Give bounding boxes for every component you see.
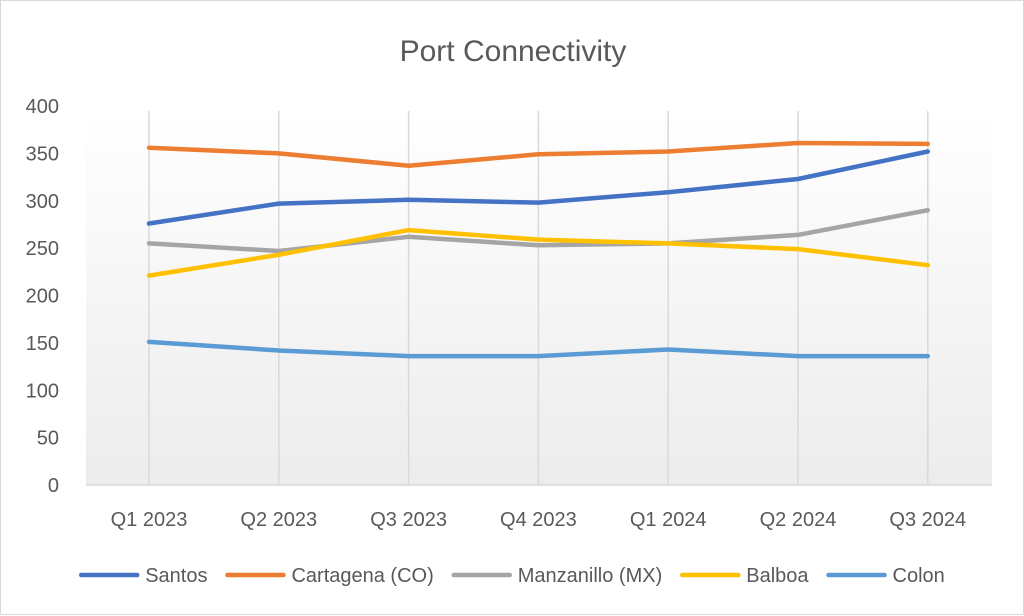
legend-label: Manzanillo (MX): [518, 565, 662, 587]
series-line-balboa: [146, 227, 931, 278]
legend: Santos Cartagena (CO) Manzanillo (MX) Balbo…: [78, 565, 945, 587]
y-tick-label: 350: [26, 143, 59, 165]
x-tick-label: Q3 2023: [370, 509, 447, 531]
chart-title: Port Connectivity: [400, 35, 627, 68]
x-tick-label: Q1 2024: [630, 509, 707, 531]
axes: 0 50 100 150 200 250 300 350 400 Q1 2023 Q2 2023 Q3…: [26, 96, 992, 531]
legend-label: Cartagena (CO): [291, 565, 433, 587]
x-tick-label: Q4 2023: [500, 509, 577, 531]
series-line-manzanillo-mx: [146, 207, 931, 254]
x-tick-label: Q1 2023: [111, 509, 188, 531]
series-line-colon: [146, 339, 931, 359]
y-tick-label: 50: [37, 428, 59, 450]
y-tick-label: 150: [26, 333, 59, 355]
y-tick-label: 300: [26, 191, 59, 213]
y-tick-label: 400: [26, 96, 59, 118]
legend-label: Balboa: [746, 565, 809, 587]
y-tick-label: 0: [48, 475, 59, 497]
legend-label: Colon: [893, 565, 945, 587]
x-tick-label: Q2 2024: [760, 509, 837, 531]
y-tick-label: 100: [26, 380, 59, 402]
series-line-cartagena-co: [146, 140, 931, 168]
legend-label: Santos: [145, 565, 207, 587]
gridlines: [148, 111, 929, 485]
x-tick-label: Q3 2024: [889, 509, 966, 531]
series-lines: [146, 140, 931, 359]
y-tick-label: 200: [26, 286, 59, 308]
y-tick-label: 250: [26, 238, 59, 260]
x-tick-label: Q2 2023: [240, 509, 317, 531]
series-line-santos: [146, 149, 931, 226]
